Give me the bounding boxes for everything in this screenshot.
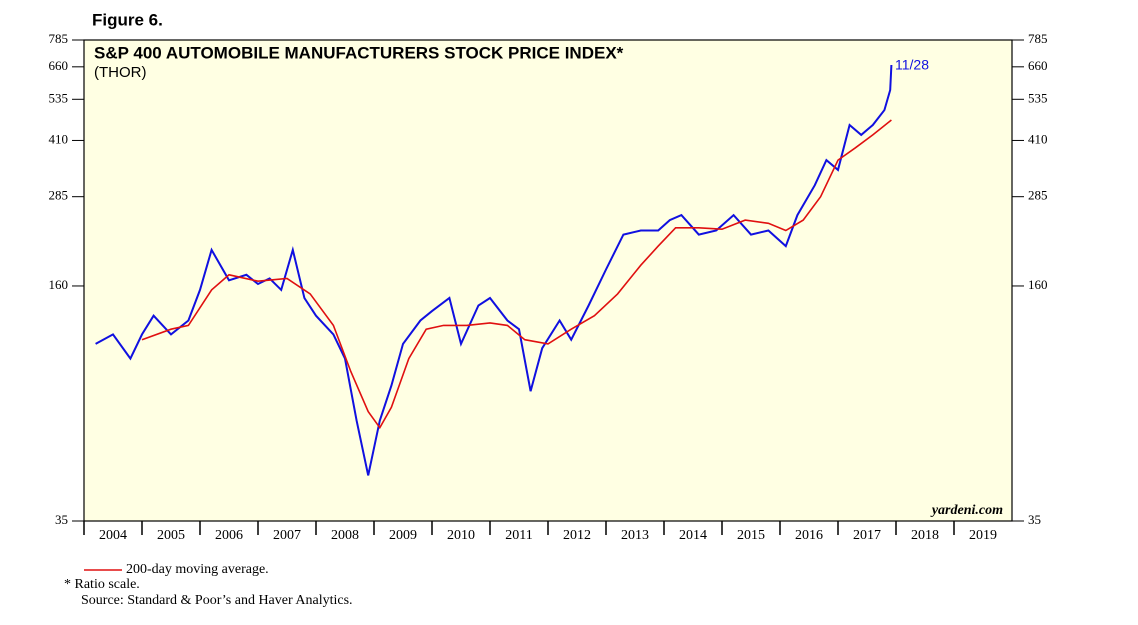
x-tick-label: 2009 (389, 528, 417, 543)
y-tick-label: 35 (55, 512, 68, 527)
x-tick-label: 2013 (621, 528, 649, 543)
footnote: * Ratio scale. (64, 577, 140, 592)
y2-tick-label: 285 (1028, 188, 1048, 203)
y-tick-label: 785 (49, 31, 69, 46)
y2-tick-label: 535 (1028, 90, 1048, 105)
x-tick-label: 2014 (679, 528, 707, 543)
x-tick-label: 2004 (99, 528, 127, 543)
y-tick-label: 660 (49, 58, 69, 73)
y2-tick-label: 785 (1028, 31, 1048, 46)
y2-tick-label: 160 (1028, 277, 1048, 292)
y-tick-label: 535 (49, 90, 69, 105)
legend-label: 200-day moving average. (126, 562, 269, 577)
chart-title: S&P 400 AUTOMOBILE MANUFACTURERS STOCK P… (94, 43, 624, 62)
x-tick-label: 2016 (795, 528, 823, 543)
footnote: Source: Standard & Poor’s and Haver Anal… (81, 593, 353, 608)
x-tick-label: 2005 (157, 528, 185, 543)
series-line (141, 119, 892, 430)
x-tick-label: 2019 (969, 528, 997, 543)
x-tick-label: 2017 (853, 528, 881, 543)
x-tick-label: 2010 (447, 528, 475, 543)
watermark: yardeni.com (930, 503, 1003, 518)
x-tick-label: 2011 (505, 528, 532, 543)
last-date-label: 11/28 (895, 57, 929, 73)
y2-tick-label: 35 (1028, 512, 1041, 527)
x-tick-label: 2007 (273, 528, 301, 543)
plot-area (83, 39, 1013, 522)
x-tick-label: 2008 (331, 528, 359, 543)
y-tick-label: 285 (49, 188, 69, 203)
x-tick-label: 2006 (215, 528, 243, 543)
y-tick-label: 160 (49, 277, 69, 292)
y-tick-label: 410 (49, 131, 69, 146)
y2-tick-label: 410 (1028, 131, 1048, 146)
x-tick-label: 2012 (563, 528, 591, 543)
x-tick-label: 2018 (911, 528, 939, 543)
x-tick-label: 2015 (737, 528, 765, 543)
y2-tick-label: 660 (1028, 58, 1048, 73)
chart-subtitle: (THOR) (94, 64, 147, 81)
figure-label: Figure 6. (92, 10, 163, 29)
